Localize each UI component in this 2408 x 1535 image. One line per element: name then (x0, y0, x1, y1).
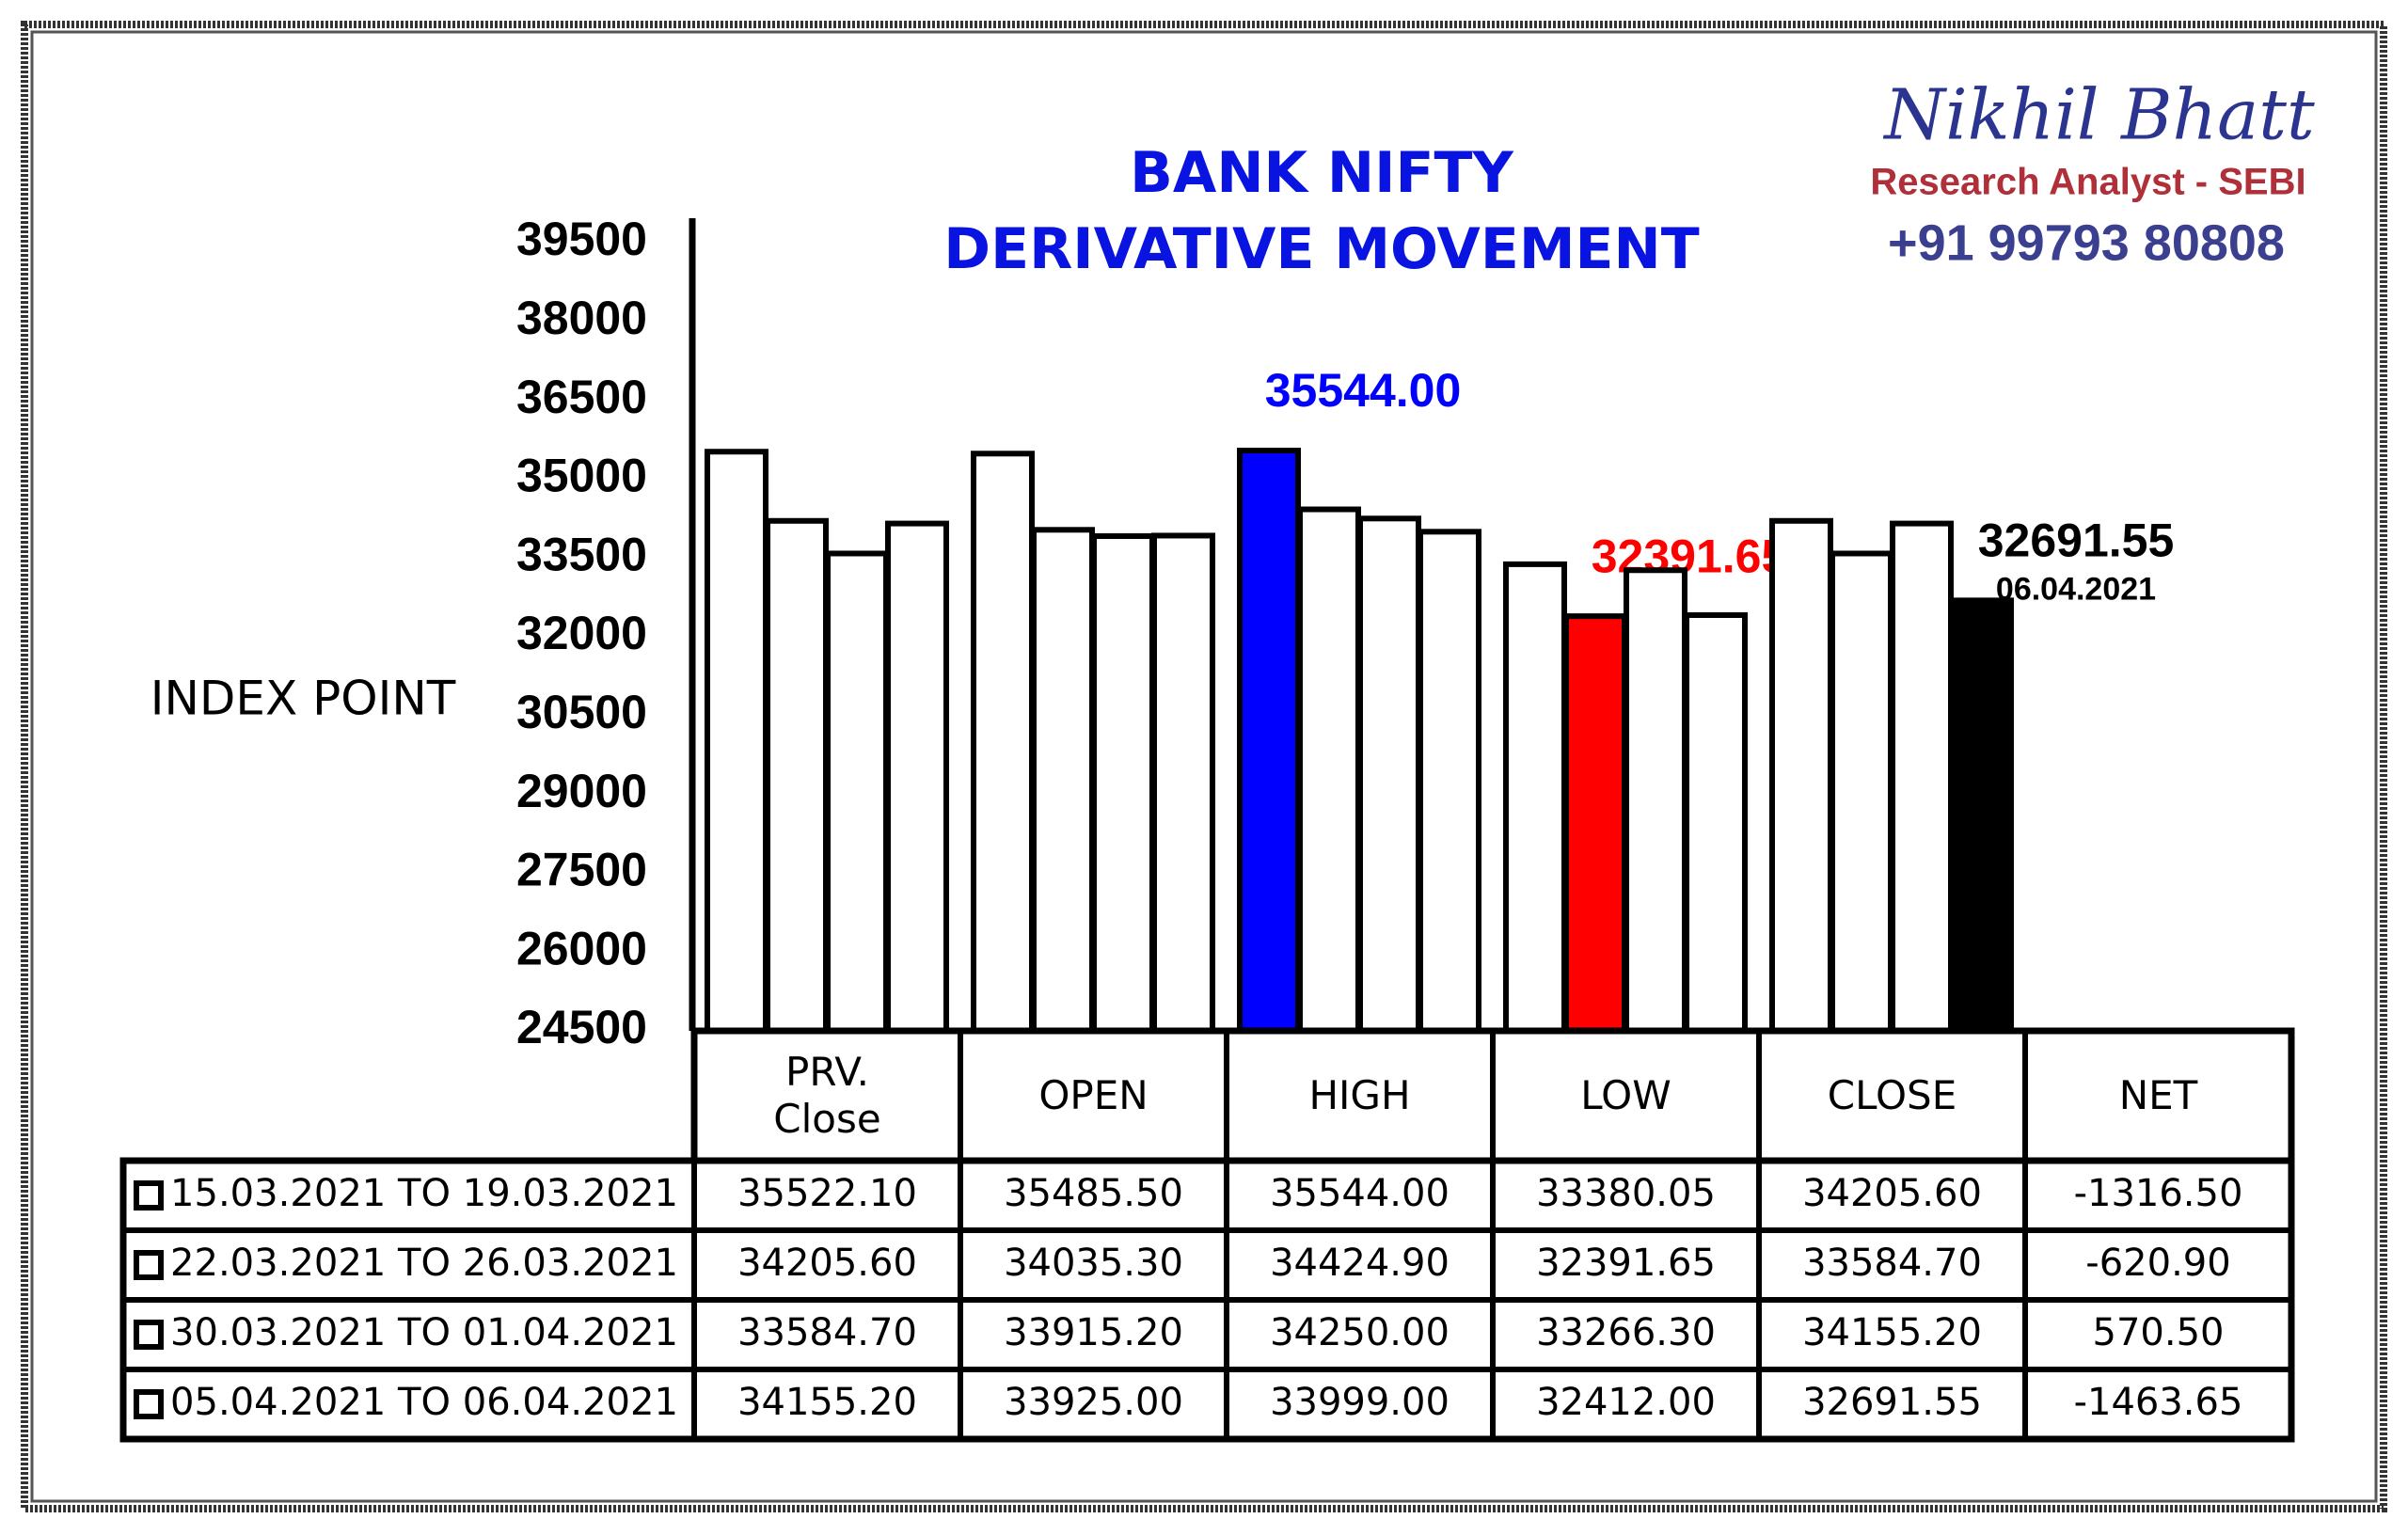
y-tick-label: 39500 (516, 213, 647, 265)
legend-label: 05.04.2021 TO 06.04.2021 (170, 1381, 678, 1424)
bar (885, 520, 949, 1034)
bar (825, 550, 889, 1034)
bar (1091, 533, 1155, 1034)
x-tick-label-box: CLOSE (1759, 1031, 2025, 1161)
brand-name: Nikhil Bhatt (1882, 74, 2315, 155)
table-cell: 35485.50 (1004, 1172, 1183, 1215)
bar (1830, 550, 1893, 1034)
x-tick-label-box: OPEN (960, 1031, 1227, 1161)
x-tick-label: CLOSE (1827, 1071, 1957, 1118)
legend-label: 22.03.2021 TO 26.03.2021 (170, 1242, 678, 1285)
table-cell: -1463.65 (2074, 1381, 2243, 1424)
x-tick-label-wrap: PRV. Close (694, 1031, 960, 1161)
table-cell: 34155.20 (1802, 1311, 1982, 1354)
table-cell: 33584.70 (737, 1311, 917, 1354)
legend-marker (134, 1250, 164, 1280)
bar (1418, 529, 1481, 1034)
table-cell: 34424.90 (1270, 1242, 1450, 1285)
x-tick-label-wrap: NET (2025, 1031, 2291, 1161)
bar (1031, 527, 1095, 1034)
table-cell: 33925.00 (1004, 1381, 1183, 1424)
bar (705, 449, 768, 1035)
x-tick-label: HIGH (1308, 1071, 1411, 1118)
annotation: 06.04.2021 (1996, 571, 2156, 607)
legend-marker (134, 1389, 164, 1419)
x-tick-label-wrap: HIGH (1227, 1031, 1493, 1161)
bar (1503, 561, 1567, 1034)
bar (765, 517, 829, 1034)
legend-marker (134, 1320, 164, 1350)
bar (1624, 567, 1687, 1034)
x-tick-label-box: LOW (1493, 1031, 1759, 1161)
table-cell: -620.90 (2085, 1242, 2230, 1285)
x-tick-label: LOW (1580, 1071, 1671, 1118)
x-tick-label-box: HIGH (1227, 1031, 1493, 1161)
data-label: 32391.65 (1592, 530, 1788, 582)
table-cell: 35522.10 (737, 1172, 917, 1215)
chart-title-box: BANK NIFTY DERIVATIVE MOVEMENT (931, 122, 1712, 301)
bar (1769, 517, 1833, 1034)
x-tick-label-box: PRV. Close (694, 1031, 960, 1161)
table-cell: 33380.05 (1536, 1172, 1716, 1215)
y-tick-label: 32000 (516, 607, 647, 659)
x-tick-label-wrap: OPEN (960, 1031, 1227, 1161)
y-tick-label: 29000 (516, 765, 647, 817)
x-tick-label-box: NET (2025, 1031, 2291, 1161)
bar (1890, 520, 1954, 1034)
y-tick-label: 33500 (516, 528, 647, 580)
table-cell: 33999.00 (1270, 1381, 1450, 1424)
bar (1950, 597, 2014, 1034)
y-tick-label: 26000 (516, 922, 647, 974)
y-axis-label: INDEX POINT (150, 672, 456, 726)
table-cell: 34155.20 (737, 1381, 917, 1424)
table-cell: 570.50 (2093, 1311, 2225, 1354)
bar (1237, 448, 1301, 1034)
legend-marker (134, 1180, 164, 1211)
data-label: 35544.00 (1265, 364, 1462, 417)
y-tick-label: 38000 (516, 292, 647, 344)
legend-label: 30.03.2021 TO 01.04.2021 (170, 1311, 678, 1354)
table-cell: 34035.30 (1004, 1242, 1183, 1285)
table-cell: 33584.70 (1802, 1242, 1982, 1285)
x-tick-label-wrap: CLOSE (1759, 1031, 2025, 1161)
table-cell: 32691.55 (1802, 1381, 1982, 1424)
x-tick-label: NET (2118, 1071, 2198, 1118)
table-cell: 34205.60 (737, 1242, 917, 1285)
legend-label: 15.03.2021 TO 19.03.2021 (170, 1172, 678, 1215)
table-cell: 35544.00 (1270, 1172, 1450, 1215)
table-cell: -1316.50 (2074, 1172, 2243, 1215)
x-tick-label: PRV. Close (773, 1048, 881, 1142)
table-cell: 34205.60 (1802, 1172, 1982, 1215)
bar (971, 451, 1035, 1034)
table-cell: 33266.30 (1536, 1311, 1716, 1354)
y-tick-label: 35000 (516, 450, 647, 502)
brand-role: Research Analyst - SEBI (1870, 162, 2305, 203)
table-cell: 33915.20 (1004, 1311, 1183, 1354)
table-cell: 34250.00 (1270, 1311, 1450, 1354)
bar (1151, 532, 1215, 1034)
chart-title-wrap: BANK NIFTY DERIVATIVE MOVEMENT (931, 122, 1712, 301)
frame-inner (30, 30, 2378, 1503)
bar (1684, 611, 1748, 1034)
bar (1563, 613, 1627, 1034)
x-tick-label: OPEN (1038, 1071, 1149, 1118)
table-cell: 32412.00 (1536, 1381, 1716, 1424)
x-tick-label-wrap: LOW (1493, 1031, 1759, 1161)
chart-title: BANK NIFTY DERIVATIVE MOVEMENT (943, 140, 1700, 282)
data-label: 32691.55 (1978, 514, 2175, 567)
y-tick-label: 36500 (516, 371, 647, 423)
bar (1357, 515, 1421, 1034)
y-tick-label: 27500 (516, 844, 647, 896)
table-cell: 32391.65 (1536, 1242, 1716, 1285)
brand-phone: +91 99793 80808 (1888, 214, 2285, 271)
bar (1297, 506, 1361, 1034)
y-tick-label: 24500 (516, 1001, 647, 1053)
y-tick-label: 30500 (516, 686, 647, 738)
